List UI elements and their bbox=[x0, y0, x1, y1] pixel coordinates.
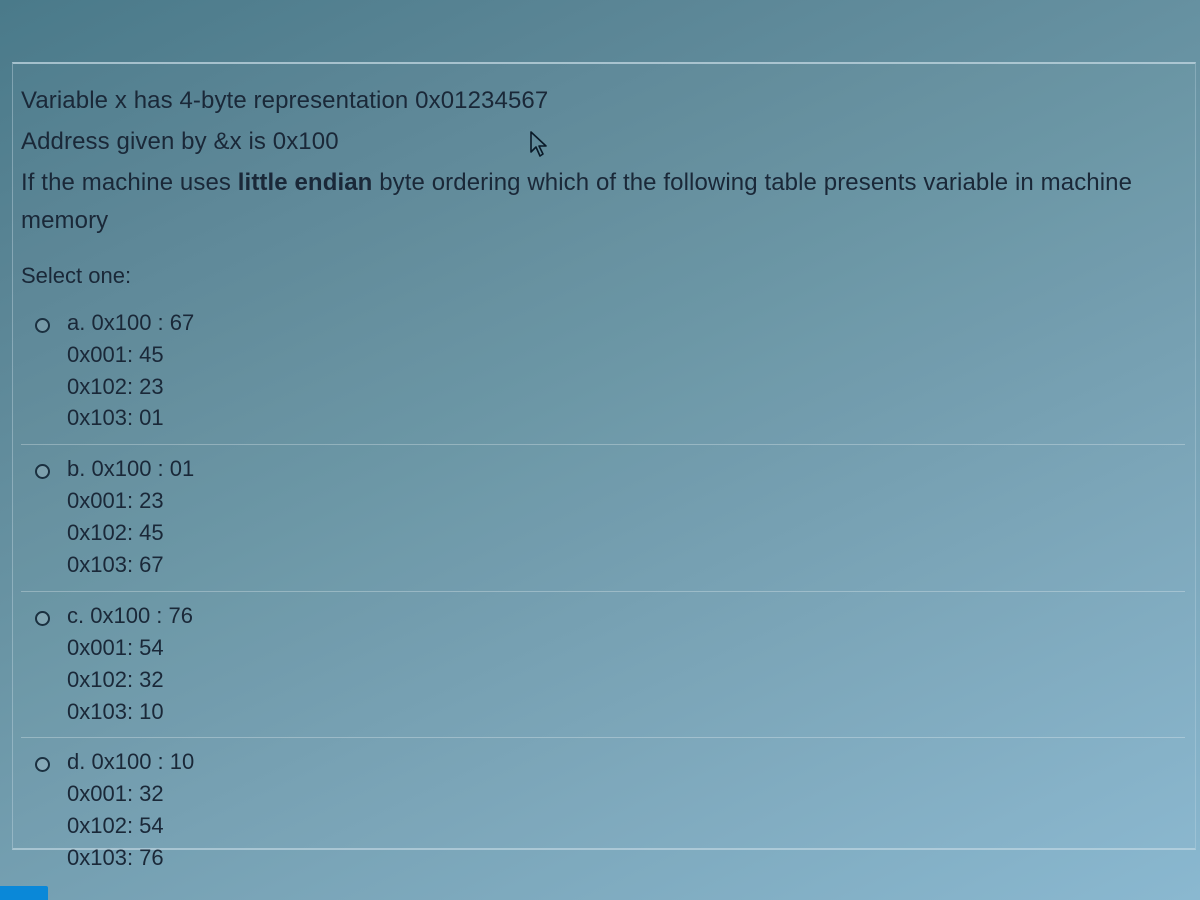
select-one-prompt: Select one: bbox=[21, 263, 1185, 289]
option-body: b. 0x100 : 01 0x001: 23 0x102: 45 0x103:… bbox=[67, 453, 1181, 581]
option-letter: c. bbox=[67, 603, 84, 628]
q2-val: 0x100 bbox=[273, 128, 339, 155]
q1-val: 0x01234567 bbox=[415, 87, 548, 114]
option-line-text: 0x103: 67 bbox=[67, 549, 1181, 581]
q3-bold: little endian bbox=[238, 169, 373, 196]
answer-option-c[interactable]: c. 0x100 : 76 0x001: 54 0x102: 32 0x103:… bbox=[21, 592, 1185, 739]
option-line-text: 0x100 : 10 bbox=[91, 749, 194, 774]
option-line-text: 0x102: 32 bbox=[67, 664, 1181, 696]
q1-pre: Variable x has 4-byte representation bbox=[21, 87, 415, 114]
option-line-text: 0x100 : 01 bbox=[91, 456, 194, 481]
q3-pre: If the machine uses bbox=[21, 169, 238, 196]
option-line-text: 0x102: 23 bbox=[67, 371, 1181, 403]
radio-col bbox=[35, 307, 67, 435]
option-first-line: d. 0x100 : 10 bbox=[67, 746, 1181, 778]
option-line-text: 0x103: 01 bbox=[67, 402, 1181, 434]
option-line-text: 0x100 : 67 bbox=[91, 310, 194, 335]
option-line-text: 0x001: 23 bbox=[67, 485, 1181, 517]
option-first-line: c. 0x100 : 76 bbox=[67, 600, 1181, 632]
answer-option-d[interactable]: d. 0x100 : 10 0x001: 32 0x102: 54 0x103:… bbox=[21, 738, 1185, 884]
q2-pre: Address given by &x is bbox=[21, 128, 273, 155]
question-line-1: Variable x has 4-byte representation 0x0… bbox=[21, 82, 1185, 119]
option-letter: d. bbox=[67, 749, 85, 774]
option-letter: b. bbox=[67, 456, 85, 481]
question-line-2: Address given by &x is 0x100 bbox=[21, 123, 1185, 160]
option-body: a. 0x100 : 67 0x001: 45 0x102: 23 0x103:… bbox=[67, 307, 1181, 435]
option-line-text: 0x001: 32 bbox=[67, 778, 1181, 810]
radio-a[interactable] bbox=[35, 318, 50, 333]
taskbar-fragment bbox=[0, 886, 48, 900]
option-first-line: b. 0x100 : 01 bbox=[67, 453, 1181, 485]
question-panel: Variable x has 4-byte representation 0x0… bbox=[12, 62, 1196, 850]
option-line-text: 0x103: 10 bbox=[67, 696, 1181, 728]
option-first-line: a. 0x100 : 67 bbox=[67, 307, 1181, 339]
question-line-3: If the machine uses little endian byte o… bbox=[21, 164, 1185, 238]
option-letter: a. bbox=[67, 310, 85, 335]
answer-option-b[interactable]: b. 0x100 : 01 0x001: 23 0x102: 45 0x103:… bbox=[21, 445, 1185, 592]
answer-list: a. 0x100 : 67 0x001: 45 0x102: 23 0x103:… bbox=[21, 299, 1185, 884]
option-line-text: 0x100 : 76 bbox=[90, 603, 193, 628]
option-body: d. 0x100 : 10 0x001: 32 0x102: 54 0x103:… bbox=[67, 746, 1181, 874]
question-text: Variable x has 4-byte representation 0x0… bbox=[21, 82, 1185, 239]
option-line-text: 0x001: 45 bbox=[67, 339, 1181, 371]
option-line-text: 0x001: 54 bbox=[67, 632, 1181, 664]
radio-c[interactable] bbox=[35, 611, 50, 626]
radio-col bbox=[35, 600, 67, 728]
option-line-text: 0x102: 45 bbox=[67, 517, 1181, 549]
radio-b[interactable] bbox=[35, 464, 50, 479]
option-body: c. 0x100 : 76 0x001: 54 0x102: 32 0x103:… bbox=[67, 600, 1181, 728]
option-line-text: 0x102: 54 bbox=[67, 810, 1181, 842]
answer-option-a[interactable]: a. 0x100 : 67 0x001: 45 0x102: 23 0x103:… bbox=[21, 299, 1185, 446]
radio-d[interactable] bbox=[35, 757, 50, 772]
radio-col bbox=[35, 746, 67, 874]
option-line-text: 0x103: 76 bbox=[67, 842, 1181, 874]
radio-col bbox=[35, 453, 67, 581]
